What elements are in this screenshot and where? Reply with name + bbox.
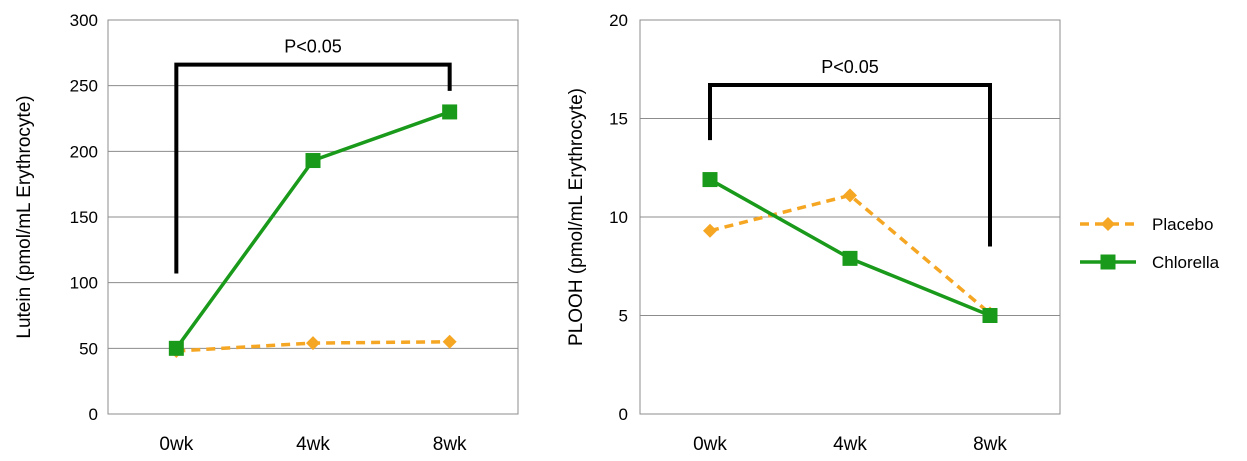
data-point-chlorella	[702, 172, 718, 188]
y-tick-label: 100	[70, 274, 98, 293]
x-tick-label: 4wk	[296, 434, 330, 455]
x-tick-label: 8wk	[433, 434, 467, 455]
data-point-chlorella	[842, 250, 858, 266]
plot-area	[107, 19, 519, 415]
data-point-placebo	[306, 336, 320, 351]
x-tick-label: 0wk	[159, 434, 193, 455]
y-tick-label: 20	[609, 11, 628, 30]
data-point-placebo	[442, 334, 457, 349]
data-point-chlorella	[305, 153, 321, 169]
y-tick-label: 300	[70, 11, 98, 30]
legend-label: Placebo	[1152, 215, 1213, 234]
data-point-chlorella	[982, 308, 998, 323]
y-tick-label: 0	[89, 405, 98, 424]
y-axis-label: PLOOH (pmol/mL Erythrocyte)	[566, 88, 587, 346]
legend-marker-placebo	[1101, 217, 1115, 231]
y-tick-label: 50	[79, 339, 98, 358]
y-tick-label: 150	[70, 208, 98, 227]
y-tick-label: 200	[70, 142, 98, 161]
x-tick-label: 4wk	[833, 434, 867, 455]
legend-marker-chlorella	[1100, 254, 1116, 270]
y-tick-label: 250	[70, 77, 98, 96]
y-tick-label: 15	[609, 110, 628, 129]
legend: Placebo Chlorella	[1080, 215, 1220, 272]
significance-label: P<0.05	[821, 57, 879, 77]
data-point-chlorella	[168, 340, 184, 356]
significance-bracket	[174, 62, 452, 274]
x-tick-label: 0wk	[693, 434, 727, 455]
chart-2: 0 5 10 15 20 0wk 4wk 8wk PLOOH (pmol/mL Erythroc…	[566, 11, 1061, 455]
legend-label: Chlorella	[1152, 253, 1220, 272]
data-point-chlorella	[442, 104, 458, 120]
series-line-placebo	[709, 193, 992, 315]
y-axis-label: Lutein (pmol/mL Erythrocyte)	[14, 95, 35, 338]
significance-bracket	[708, 83, 992, 247]
data-point-placebo	[703, 223, 717, 238]
y-tick-label: 10	[609, 208, 628, 227]
significance-label: P<0.05	[284, 37, 342, 57]
x-tick-label: 8wk	[973, 434, 1007, 455]
chart-1: 0 50 100 150 200 250 300 0wk 4wk 8wk Lutein (pmol/…	[14, 11, 519, 455]
plot-area	[639, 19, 1061, 415]
y-tick-label: 0	[619, 405, 628, 424]
series-line-chlorella	[174, 110, 451, 350]
data-point-placebo	[843, 188, 857, 203]
y-tick-label: 5	[619, 307, 628, 326]
